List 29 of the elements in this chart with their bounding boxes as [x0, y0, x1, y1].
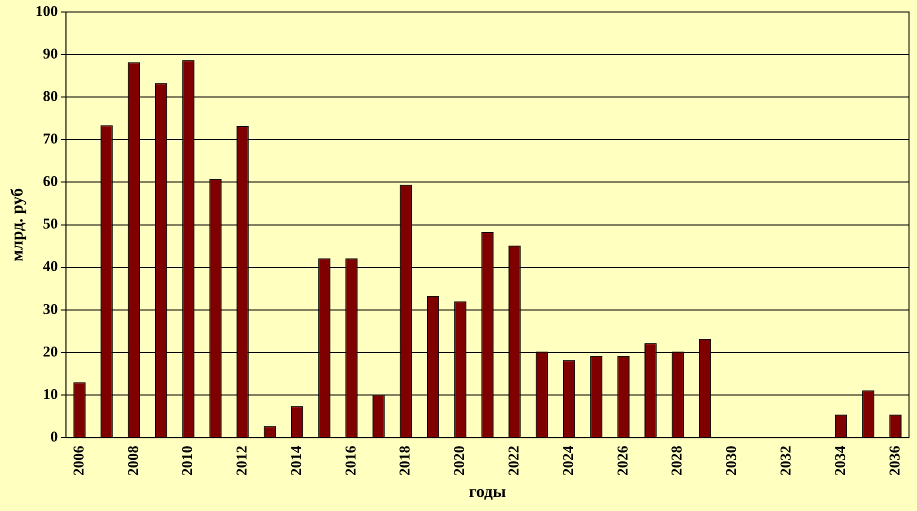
y-tick-label: 70: [42, 132, 58, 148]
x-tick-label: 2030: [724, 446, 740, 476]
y-axis-title: млрд. руб: [8, 188, 27, 262]
x-tick-label: 2014: [288, 445, 305, 476]
x-tick-label: 2016: [343, 445, 360, 476]
y-tick-label: 60: [42, 174, 58, 190]
y-tick-label: 90: [42, 46, 58, 62]
x-axis-title: годы: [468, 482, 506, 502]
x-tick-label: 2008: [126, 446, 142, 476]
x-tick-label: 2024: [560, 445, 577, 476]
y-tick-label: 50: [42, 216, 58, 233]
y-tick-label: 40: [42, 259, 58, 276]
y-tick-label: 80: [42, 88, 58, 105]
x-tick-label: 2020: [452, 446, 468, 476]
x-tick-label: 2010: [180, 446, 196, 476]
x-tick-label: 2018: [398, 446, 414, 476]
y-tick-label: 20: [42, 344, 58, 360]
x-tick-label: 2028: [670, 446, 686, 476]
x-tick-label: 2026: [615, 445, 632, 476]
x-tick-label: 2022: [506, 446, 523, 476]
x-tick-label: 2032: [778, 446, 794, 476]
x-tick-label: 2012: [234, 446, 251, 476]
y-tick-label: 100: [35, 4, 58, 20]
y-tick-label: 30: [42, 302, 58, 318]
y-tick-label: 10: [42, 386, 58, 403]
y-tick-label: 0: [50, 429, 58, 446]
x-tick-label: 2034: [832, 445, 849, 476]
x-tick-label: 2036: [887, 445, 904, 476]
x-tick-label: 2006: [71, 445, 88, 476]
